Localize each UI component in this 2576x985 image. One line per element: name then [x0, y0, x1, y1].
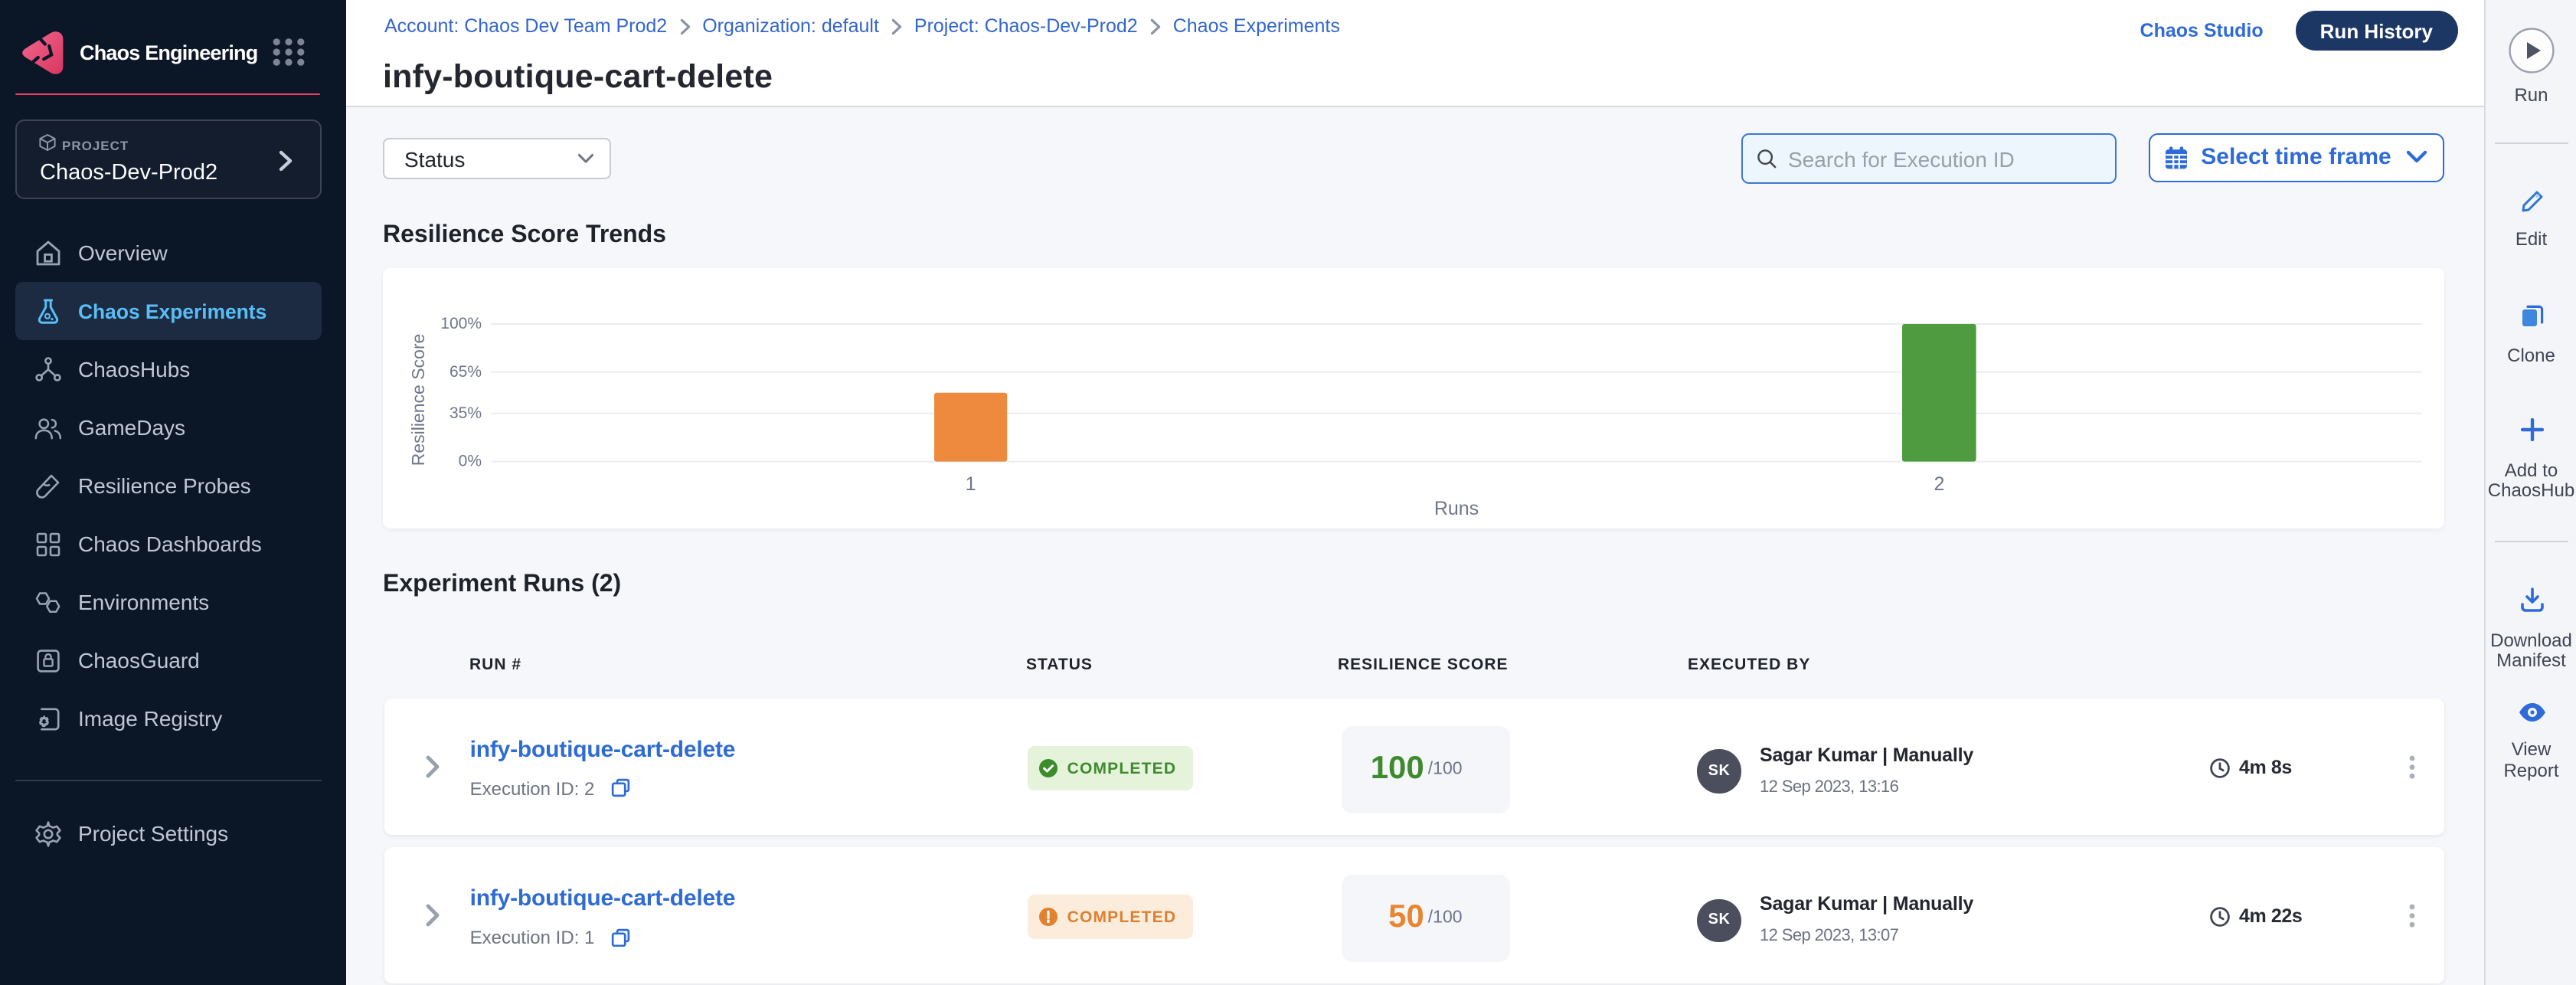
svg-text:35%: 35%: [449, 404, 482, 421]
svg-text:100%: 100%: [440, 314, 482, 332]
svg-text:65%: 65%: [449, 362, 482, 380]
svg-text:2: 2: [1934, 473, 1944, 494]
svg-text:1: 1: [966, 473, 976, 494]
svg-text:Resilience Score: Resilience Score: [408, 333, 428, 466]
svg-text:Runs: Runs: [1434, 497, 1479, 519]
svg-text:0%: 0%: [459, 452, 482, 470]
